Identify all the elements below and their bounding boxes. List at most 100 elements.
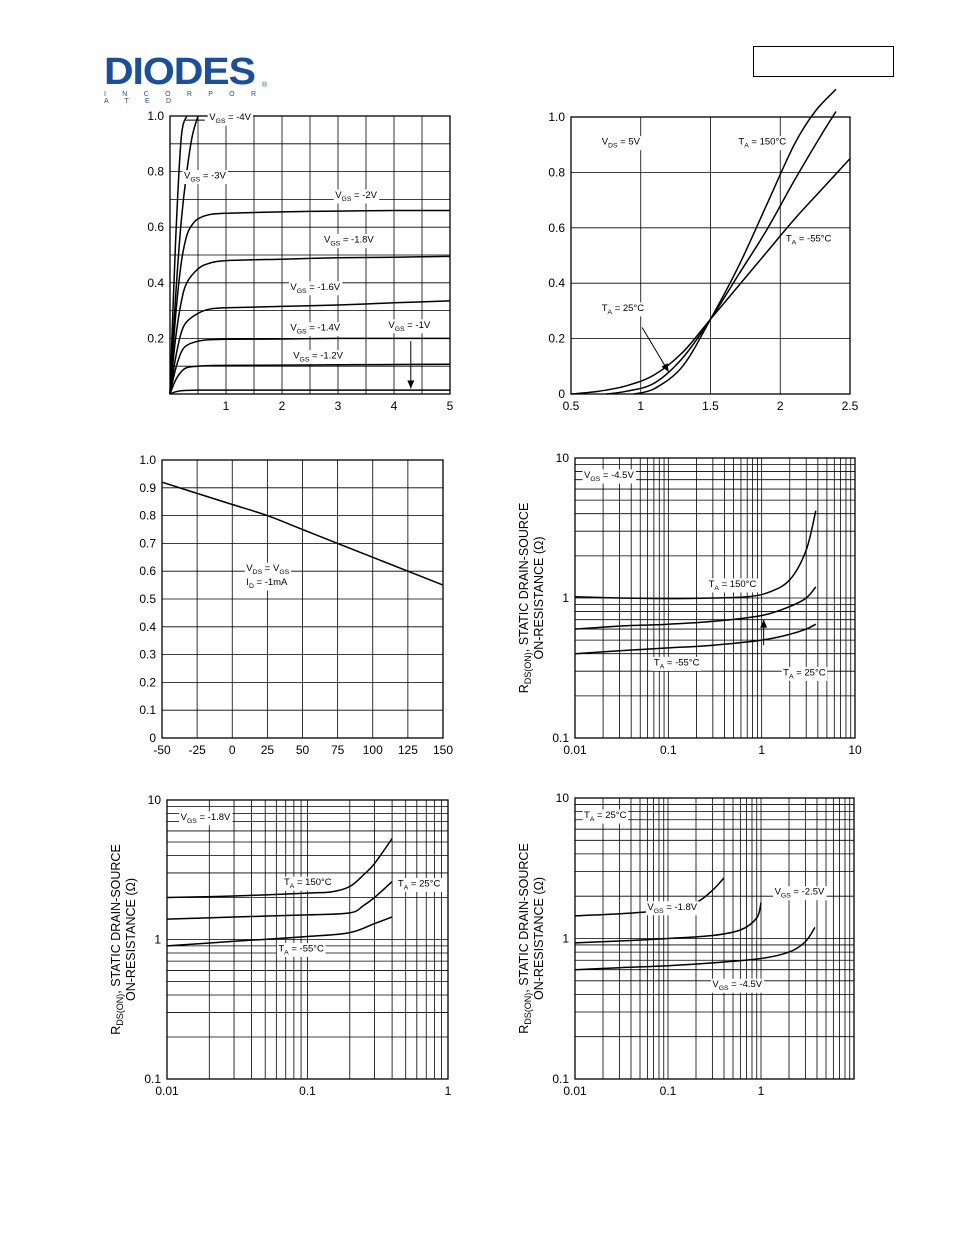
- y-tick-label: 10: [556, 791, 570, 805]
- y-tick-label: 0.6: [548, 221, 565, 235]
- curve-label-bg: [386, 319, 433, 334]
- y-tick-label: 0.5: [139, 592, 156, 606]
- registered-mark: ®: [262, 82, 268, 89]
- series-line-6: [169, 337, 450, 395]
- curve-label-bg: [645, 901, 700, 916]
- curve-label: TA = 150°C: [284, 877, 332, 890]
- series-line-3: [574, 623, 817, 655]
- part-number-box: [753, 46, 894, 77]
- chart-c2: 0.5 1 1.5 2 2.5 0 0.2 0.4 0.6 0.8 1.0 VDS = 5V TA = …: [548, 88, 859, 413]
- series-line-3: [574, 926, 816, 971]
- logo-subtext: I N C O R P O R A T E D: [104, 91, 264, 105]
- curve-label: TA = 25°C: [602, 303, 645, 316]
- y-tick-label: 0.1: [139, 703, 156, 717]
- x-tick-label: 0.01: [563, 1084, 587, 1098]
- plot-frame: [169, 115, 451, 395]
- curve-label: VGS = -2V: [335, 190, 377, 203]
- y-tick-label: 1.0: [139, 453, 156, 467]
- curve-label-bg: [707, 578, 758, 593]
- y-tick-label: 0.2: [147, 331, 164, 345]
- y-tick-label: 0.6: [139, 564, 156, 578]
- y-axis-label-line2: ON-RESISTANCE (Ω): [124, 878, 138, 1001]
- curve-label-bg: [396, 877, 442, 892]
- curve-label-bg: [600, 136, 643, 151]
- x-tick-label: 150: [433, 743, 453, 757]
- curve-label: VDS = VGS: [246, 563, 289, 576]
- arrow-head: [407, 380, 415, 389]
- x-tick-label: 1: [445, 1084, 452, 1098]
- x-tick-label: 2: [777, 399, 784, 413]
- curve-label-bg: [244, 562, 292, 577]
- y-tick-label: 1: [562, 932, 569, 946]
- x-tick-label: 50: [296, 743, 310, 757]
- curve-label: VGS = -2.5V: [775, 887, 825, 900]
- grid: [167, 800, 448, 1079]
- y-axis-label-line1: RDS(ON), STATIC DRAIN-SOURCE: [517, 503, 533, 694]
- series-line-3: [169, 209, 451, 395]
- curve-label: VGS = -1.8V: [324, 234, 374, 247]
- x-tick-label: 0.5: [563, 399, 580, 413]
- curve-label: VGS = -1.8V: [181, 812, 231, 825]
- y-axis-label-line2: ON-RESISTANCE (Ω): [532, 536, 546, 659]
- curve-label: ID = -1mA: [246, 577, 288, 590]
- arrow-head: [661, 363, 669, 372]
- series-line-2: [166, 881, 393, 920]
- y-tick-label: 0.4: [139, 620, 156, 634]
- series-line-8: [169, 389, 450, 395]
- y-axis-label: RDS(ON), STATIC DRAIN-SOURCE ON-RESISTANC…: [517, 503, 546, 694]
- x-tick-label: 125: [398, 743, 418, 757]
- y-tick-label: 0: [558, 387, 565, 401]
- curve-label: TA = 150°C: [709, 579, 757, 592]
- series-line-4: [169, 255, 451, 395]
- y-axis-label: RDS(ON), STATIC DRAIN-SOURCE ON-RESISTANC…: [517, 843, 546, 1034]
- y-tick-label: 0: [149, 731, 156, 745]
- curve-label-bg: [784, 233, 834, 248]
- y-tick-label: 10: [556, 451, 570, 465]
- x-tick-label: -50: [153, 743, 171, 757]
- logo-wordmark: DIODES: [104, 51, 256, 93]
- x-tick-label: 0.01: [563, 743, 587, 757]
- curve-label: TA = 25°C: [398, 878, 441, 891]
- grid: [170, 116, 450, 394]
- y-tick-label: 0.9: [139, 481, 156, 495]
- curve-label: TA = 25°C: [783, 667, 826, 680]
- series-line-1: [169, 115, 188, 395]
- y-tick-label: 1: [562, 591, 569, 605]
- series-line-2: [605, 111, 837, 395]
- y-tick-label: 0.1: [552, 1072, 569, 1086]
- grid: [162, 460, 443, 738]
- curve-label: VGS = -3V: [184, 171, 226, 184]
- x-tick-label: 1: [758, 1084, 765, 1098]
- x-tick-label: 2: [279, 399, 286, 413]
- y-tick-label: 0.6: [147, 220, 164, 234]
- curve-label-bg: [288, 322, 343, 337]
- x-tick-label: 2.5: [842, 399, 859, 413]
- curve-label-bg: [288, 281, 343, 296]
- curve-label: VGS = -4.5V: [712, 979, 762, 992]
- x-tick-label: 5: [447, 399, 454, 413]
- curve-label: VGS = -1.6V: [290, 282, 340, 295]
- curve-label: VDS = 5V: [602, 137, 641, 150]
- y-tick-label: 10: [148, 793, 162, 807]
- y-axis-label: RDS(ON), STATIC DRAIN-SOURCE ON-RESISTANC…: [109, 844, 138, 1035]
- x-tick-label: 75: [331, 743, 345, 757]
- y-tick-label: 1: [154, 933, 161, 947]
- curve-label-bg: [179, 811, 233, 826]
- y-tick-label: 0.2: [139, 675, 156, 689]
- curve-label: TA = 150°C: [738, 137, 786, 150]
- chart-c1: 1 2 3 4 5 0.2 0.4 0.6 0.8 1.0 VGS = -4V VGS = -3V VG…: [147, 109, 453, 413]
- series-line-3: [166, 916, 393, 947]
- x-tick-label: 1: [223, 399, 230, 413]
- curve-label-bg: [582, 469, 636, 484]
- diodes-logo: DIODES I N C O R P O R A T E D ®: [104, 53, 268, 105]
- curve-label: VGS = -1.4V: [290, 323, 340, 336]
- series-line-1: [574, 510, 817, 600]
- y-tick-label: 0.4: [147, 276, 164, 290]
- chart-c3: -50 -25 0 25 50 75 100 125 150 0 0.1 0.2 0.3 0.4 0.5 0.…: [139, 453, 453, 757]
- grid: [571, 117, 850, 394]
- y-tick-label: 0.4: [548, 276, 565, 290]
- curve-label: VGS = -4V: [209, 112, 251, 125]
